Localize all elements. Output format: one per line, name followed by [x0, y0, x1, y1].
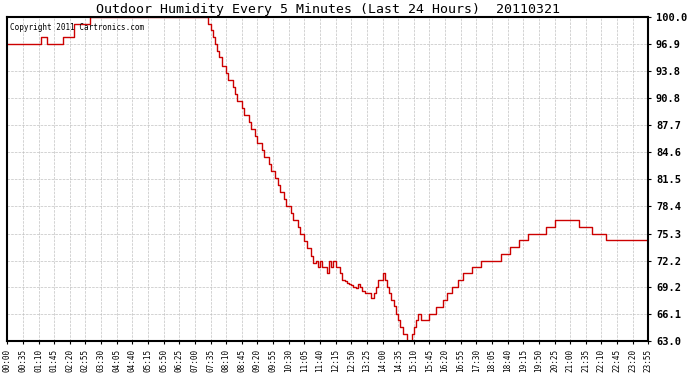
Title: Outdoor Humidity Every 5 Minutes (Last 24 Hours)  20110321: Outdoor Humidity Every 5 Minutes (Last 2… [96, 3, 560, 16]
Text: Copyright 2011 Cartronics.com: Copyright 2011 Cartronics.com [10, 23, 145, 32]
